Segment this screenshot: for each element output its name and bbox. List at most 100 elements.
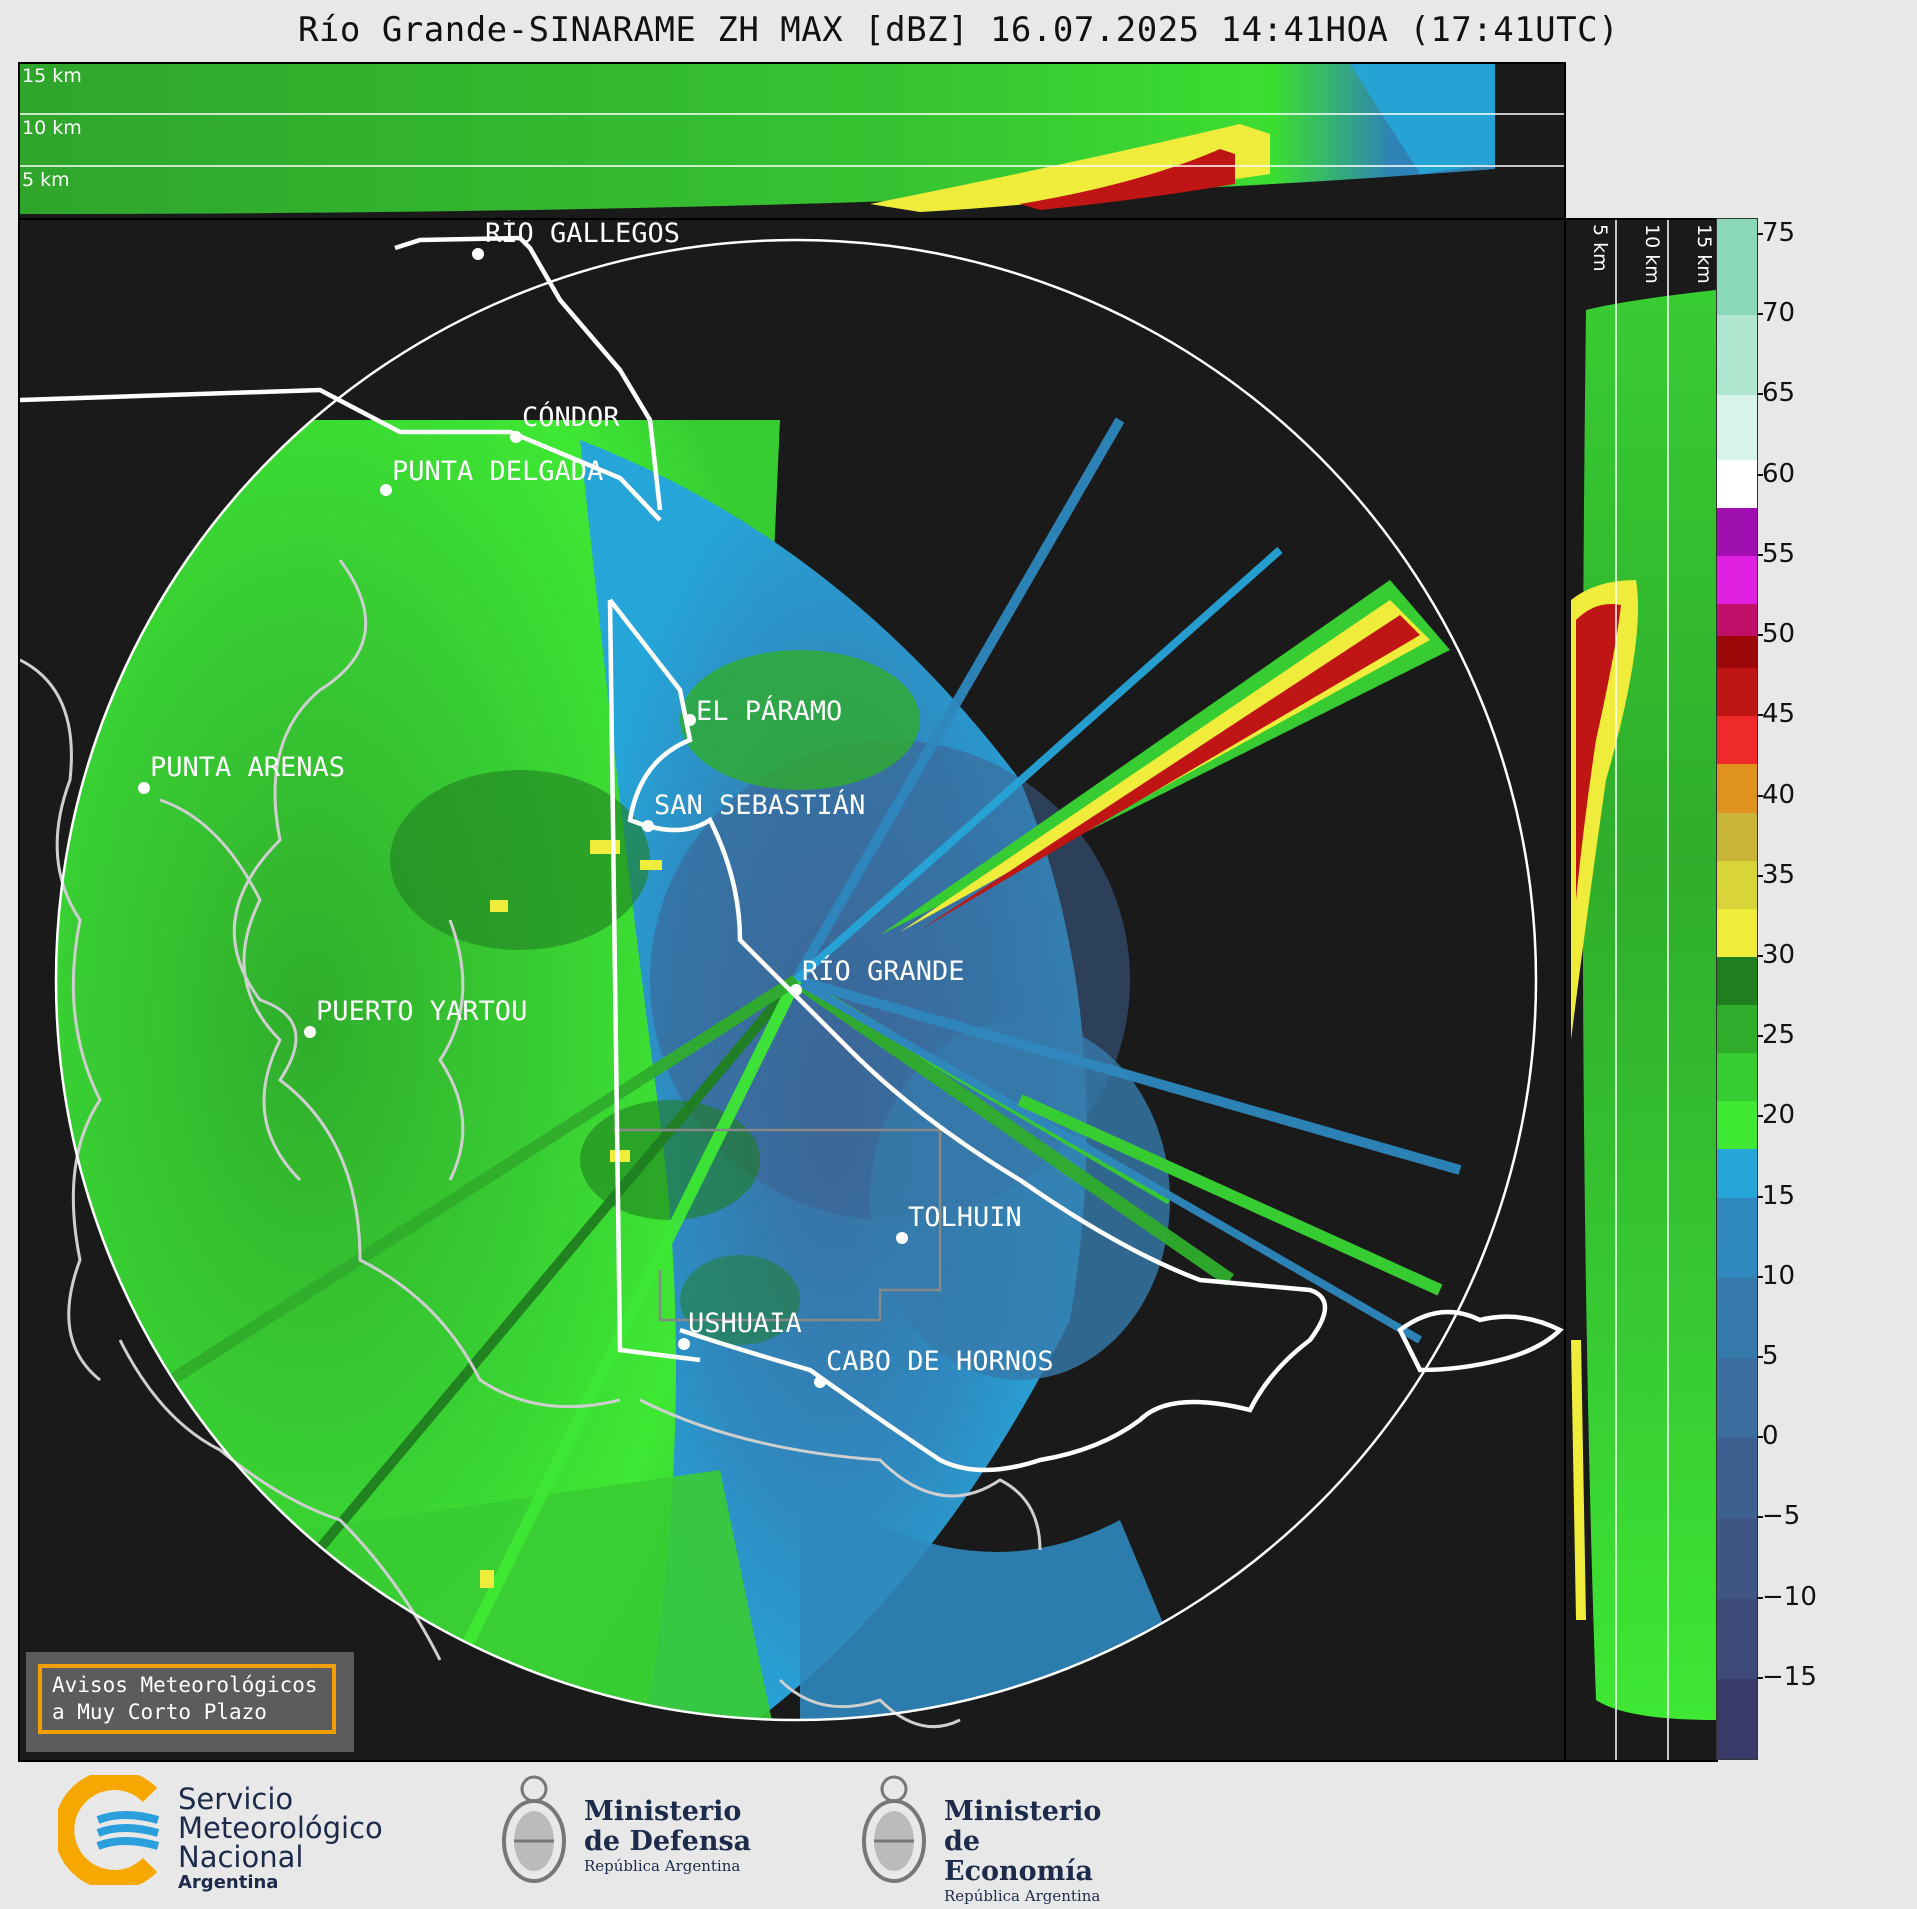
colorbar-band	[1717, 395, 1757, 460]
city-dot-cabo-de-hornos	[814, 1376, 826, 1388]
colorbar-tick-label: 40	[1762, 779, 1796, 810]
top-height-lines	[20, 113, 1564, 167]
colorbar-band	[1717, 1438, 1757, 1519]
city-label-ushuaia: USHUAIA	[688, 1308, 802, 1339]
colorbar-tick-label: 75	[1762, 218, 1796, 249]
radar-map-svg: RÍO GALLEGOS CÓNDOR PUNTA DELGADA PUNTA …	[20, 220, 1564, 1760]
colorbar-tick-label: −15	[1762, 1661, 1817, 1692]
city-label-puerto-yartou: PUERTO YARTOU	[316, 996, 527, 1027]
city-label-cabo-de-hornos: CABO DE HORNOS	[826, 1346, 1054, 1377]
right-height-label-5: 5 km	[1589, 224, 1611, 272]
colorbar-tick-label: 25	[1762, 1020, 1796, 1051]
city-dot-ushuaia	[678, 1338, 690, 1350]
colorbar-band	[1717, 507, 1757, 556]
top-height-label-10: 10 km	[22, 117, 82, 139]
colorbar-tick-mark	[1757, 954, 1763, 957]
top-height-label-5: 5 km	[22, 169, 70, 191]
colorbar-band	[1717, 1678, 1757, 1759]
colorbar-tick-label: 45	[1762, 699, 1796, 730]
city-dot-el-paramo	[684, 714, 696, 726]
colorbar-band	[1717, 315, 1757, 396]
colorbar-tick-label: 10	[1762, 1260, 1796, 1291]
colorbar-tick-label: 0	[1762, 1421, 1779, 1452]
colorbar-band	[1717, 1149, 1757, 1198]
colorbar-band	[1717, 1197, 1757, 1278]
economia-line-1: Ministerio	[944, 1796, 1102, 1827]
colorbar-band	[1717, 668, 1757, 717]
colorbar-band	[1717, 459, 1757, 508]
city-dot-tolhuin	[896, 1232, 908, 1244]
defensa-line-2: de Defensa	[584, 1826, 752, 1857]
city-label-punta-arenas: PUNTA ARENAS	[150, 752, 345, 783]
notice-box: Avisos Meteorológicos a Muy Corto Plazo	[26, 1652, 354, 1752]
economia-line-2: de Economía	[944, 1826, 1093, 1887]
city-dot-punta-arenas	[138, 782, 150, 794]
right-height-label-10: 10 km	[1641, 224, 1663, 284]
colorbar-tick-label: 35	[1762, 859, 1796, 890]
colorbar-tick-mark	[1757, 794, 1763, 797]
colorbar-band	[1717, 812, 1757, 861]
smn-line-3: Nacional	[178, 1840, 304, 1874]
colorbar-tick-mark	[1757, 1516, 1763, 1519]
colorbar-tick-mark	[1757, 393, 1763, 396]
right-cross-section-svg: 5 km 10 km 15 km	[1571, 220, 1716, 1760]
top-cross-section-svg: 15 km 10 km 5 km	[20, 64, 1564, 214]
city-markers: RÍO GALLEGOS CÓNDOR PUNTA DELGADA PUNTA …	[138, 220, 1054, 1388]
vertical-cross-section-top: 15 km 10 km 5 km	[18, 62, 1566, 220]
notice-border: Avisos Meteorológicos a Muy Corto Plazo	[38, 1664, 336, 1734]
colorbar-band	[1717, 636, 1757, 669]
colorbar-tick-label: 50	[1762, 619, 1796, 650]
city-dot-rio-grande	[790, 984, 802, 996]
defensa-logo: Ministerio de Defensa República Argentin…	[494, 1775, 754, 1895]
colorbar-band	[1717, 219, 1757, 316]
colorbar-band	[1717, 860, 1757, 909]
smn-logo: Servicio Meteorológico Nacional Argentin…	[58, 1775, 398, 1895]
colorbar-tick-mark	[1757, 553, 1763, 556]
top-convective-core-red	[1020, 149, 1235, 210]
colorbar-tick-label: −5	[1762, 1501, 1801, 1532]
colorbar-tick-label: 55	[1762, 538, 1796, 569]
colorbar-band	[1717, 1005, 1757, 1054]
colorbar-tick-label: 5	[1762, 1340, 1779, 1371]
smn-logo-icon	[58, 1775, 160, 1885]
colorbar-tick-mark	[1757, 1195, 1763, 1198]
colorbar-tick-mark	[1757, 874, 1763, 877]
colorbar-band	[1717, 1053, 1757, 1102]
city-label-punta-delgada: PUNTA DELGADA	[392, 456, 603, 487]
colorbar-tick-mark	[1757, 1596, 1763, 1599]
city-dot-san-sebastian	[642, 820, 654, 832]
colorbar-band	[1717, 716, 1757, 765]
colorbar-band	[1717, 956, 1757, 1006]
colorbar-band	[1717, 908, 1757, 957]
city-dot-rio-gallegos	[472, 248, 484, 260]
vertical-cross-section-right: 5 km 10 km 15 km	[1564, 218, 1718, 1762]
colorbar-band	[1717, 1277, 1757, 1358]
colorbar-tick-mark	[1757, 233, 1763, 236]
defensa-line-1: Ministerio	[584, 1796, 742, 1827]
notice-line-1: Avisos Meteorológicos	[52, 1673, 318, 1697]
colorbar-band	[1717, 1518, 1757, 1599]
colorbar-tick-mark	[1757, 1676, 1763, 1679]
right-echo-field	[1582, 290, 1716, 1720]
colorbar	[1716, 218, 1758, 1760]
coat-of-arms-icon	[502, 1775, 566, 1883]
colorbar-tick-label: 60	[1762, 458, 1796, 489]
right-height-label-15: 15 km	[1693, 224, 1715, 284]
top-height-label-15: 15 km	[22, 65, 82, 87]
colorbar-tick-label: 65	[1762, 378, 1796, 409]
city-label-el-paramo: EL PÁRAMO	[696, 695, 842, 727]
colorbar-tick-mark	[1757, 714, 1763, 717]
smn-line-4: Argentina	[178, 1872, 279, 1893]
economia-line-3: República Argentina	[944, 1887, 1101, 1905]
colorbar-tick-mark	[1757, 1436, 1763, 1439]
notice-line-2: a Muy Corto Plazo	[52, 1700, 267, 1724]
city-label-tolhuin: TOLHUIN	[908, 1202, 1022, 1233]
city-label-rio-gallegos: RÍO GALLEGOS	[485, 220, 680, 249]
colorbar-band	[1717, 1357, 1757, 1439]
colorbar-band	[1717, 764, 1757, 813]
colorbar-tick-label: 30	[1762, 939, 1796, 970]
defensa-line-3: República Argentina	[584, 1857, 741, 1875]
province-borders	[614, 1128, 942, 1322]
colorbar-tick-mark	[1757, 1035, 1763, 1038]
city-dot-condor	[510, 431, 522, 443]
